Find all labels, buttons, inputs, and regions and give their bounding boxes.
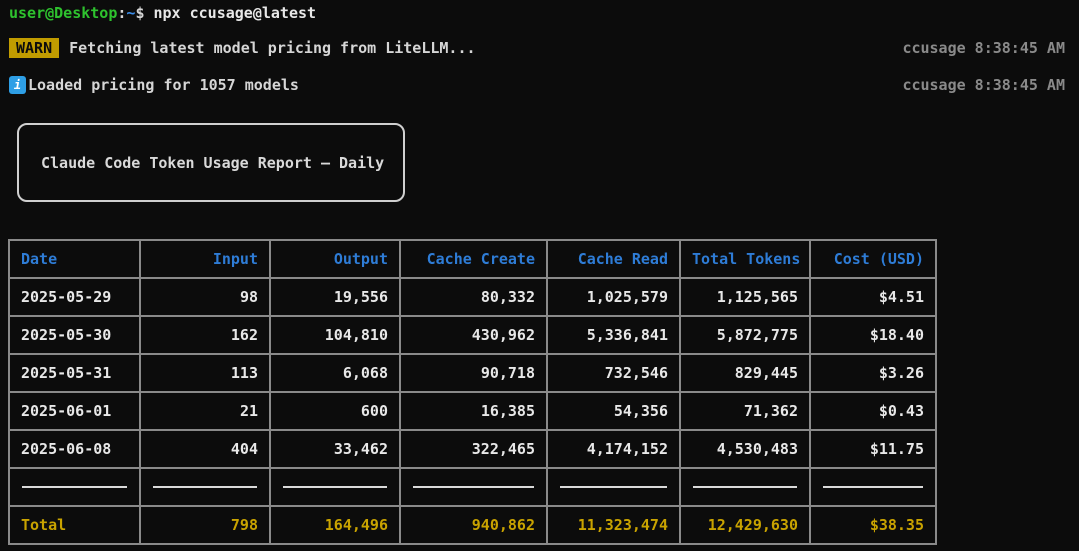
separator-cell: [679, 467, 811, 507]
separator-cell: [269, 467, 401, 507]
table-cell: 1,125,565: [679, 277, 811, 317]
prompt-char: $: [135, 4, 145, 22]
separator-line: [22, 486, 127, 488]
column-header: Total Tokens: [679, 239, 811, 279]
info-log-left: i Loaded pricing for 1057 models: [9, 76, 299, 94]
separator-line: [823, 486, 923, 488]
table-cell: 162: [139, 315, 271, 355]
separator-cell: [546, 467, 681, 507]
table-cell: 16,385: [399, 391, 548, 431]
usage-table-header: Date Input Output Cache Create Cache Read Tot…: [8, 239, 937, 279]
table-cell: 5,336,841: [546, 315, 681, 355]
table-cell: $38.35: [809, 505, 937, 545]
table-cell: 21: [139, 391, 271, 431]
prompt-separator: :: [117, 4, 127, 22]
column-header: Date: [8, 239, 141, 279]
separator-cell: [139, 467, 271, 507]
table-cell: 2025-05-29: [8, 277, 141, 317]
table-cell: 54,356: [546, 391, 681, 431]
table-cell: 829,445: [679, 353, 811, 393]
table-cell: 1,025,579: [546, 277, 681, 317]
prompt-line: user@Desktop:~$ npx ccusage@latest: [9, 4, 316, 22]
column-header: Input: [139, 239, 271, 279]
table-cell: 430,962: [399, 315, 548, 355]
table-cell: $11.75: [809, 429, 937, 469]
table-cell: 4,174,152: [546, 429, 681, 469]
info-source-timestamp: ccusage 8:38:45 AM: [902, 76, 1065, 94]
table-row: 2025-06-01 21 600 16,385 54,356 71,362 $0.43: [8, 391, 937, 431]
table-cell: 940,862: [399, 505, 548, 545]
table-cell: 98: [139, 277, 271, 317]
header-row: Date Input Output Cache Create Cache Read Tot…: [8, 239, 937, 279]
table-cell: 164,496: [269, 505, 401, 545]
table-cell: 11,323,474: [546, 505, 681, 545]
column-header: Cache Read: [546, 239, 681, 279]
table-row: 2025-05-30 162 104,810 430,962 5,336,841 5,87…: [8, 315, 937, 355]
table-row: 2025-05-31 113 6,068 90,718 732,546 829,445 $3…: [8, 353, 937, 393]
usage-table: Date Input Output Cache Create Cache Read Tot…: [8, 239, 937, 545]
table-cell: 322,465: [399, 429, 548, 469]
separator-line: [693, 486, 797, 488]
info-icon: i: [9, 76, 26, 94]
table-cell: 80,332: [399, 277, 548, 317]
table-cell: 404: [139, 429, 271, 469]
usage-table-body: 2025-05-29 98 19,556 80,332 1,025,579 1,125,5…: [8, 277, 937, 545]
column-header: Cache Create: [399, 239, 548, 279]
table-cell: 798: [139, 505, 271, 545]
table-cell: $4.51: [809, 277, 937, 317]
separator-row: [8, 467, 937, 507]
table-cell: 104,810: [269, 315, 401, 355]
warn-log-left: WARN Fetching latest model pricing from …: [9, 38, 476, 58]
table-cell: 113: [139, 353, 271, 393]
column-header: Output: [269, 239, 401, 279]
table-cell: 6,068: [269, 353, 401, 393]
table-cell: $0.43: [809, 391, 937, 431]
table-cell: 2025-05-30: [8, 315, 141, 355]
warn-source-timestamp: ccusage 8:38:45 AM: [902, 39, 1065, 57]
separator-cell: [8, 467, 141, 507]
table-cell: 71,362: [679, 391, 811, 431]
table-row: 2025-06-08 404 33,462 322,465 4,174,152 4,530…: [8, 429, 937, 469]
table-cell: 90,718: [399, 353, 548, 393]
total-row: Total 798 164,496 940,862 11,323,474 12,429,6…: [8, 505, 937, 545]
table-cell: Total: [8, 505, 141, 545]
prompt-user-host: user@Desktop: [9, 4, 118, 22]
info-message: Loaded pricing for 1057 models: [28, 76, 299, 94]
prompt-path: ~: [126, 4, 136, 22]
command-text: npx ccusage@latest: [144, 4, 317, 22]
separator-cell: [809, 467, 937, 507]
separator-line: [283, 486, 387, 488]
table-cell: 33,462: [269, 429, 401, 469]
table-cell: 4,530,483: [679, 429, 811, 469]
warn-badge: WARN: [9, 38, 60, 58]
table-cell: $3.26: [809, 353, 937, 393]
separator-line: [413, 486, 534, 488]
table-cell: $18.40: [809, 315, 937, 355]
table-cell: 732,546: [546, 353, 681, 393]
warn-message: Fetching latest model pricing from LiteL…: [69, 39, 476, 57]
separator-line: [153, 486, 257, 488]
separator-line: [560, 486, 667, 488]
table-cell: 2025-06-08: [8, 429, 141, 469]
separator-cell: [399, 467, 548, 507]
table-cell: 2025-06-01: [8, 391, 141, 431]
column-header: Cost (USD): [809, 239, 937, 279]
table-cell: 12,429,630: [679, 505, 811, 545]
warn-log-line: WARN Fetching latest model pricing from …: [9, 38, 1065, 58]
report-title: Claude Code Token Usage Report — Daily: [41, 153, 385, 172]
info-log-line: i Loaded pricing for 1057 models ccusage…: [9, 76, 1065, 94]
table-cell: 5,872,775: [679, 315, 811, 355]
table-row: 2025-05-29 98 19,556 80,332 1,025,579 1,125,5…: [8, 277, 937, 317]
table-cell: 19,556: [269, 277, 401, 317]
table-cell: 600: [269, 391, 401, 431]
table-cell: 2025-05-31: [8, 353, 141, 393]
report-title-box: Claude Code Token Usage Report — Daily: [17, 123, 405, 202]
